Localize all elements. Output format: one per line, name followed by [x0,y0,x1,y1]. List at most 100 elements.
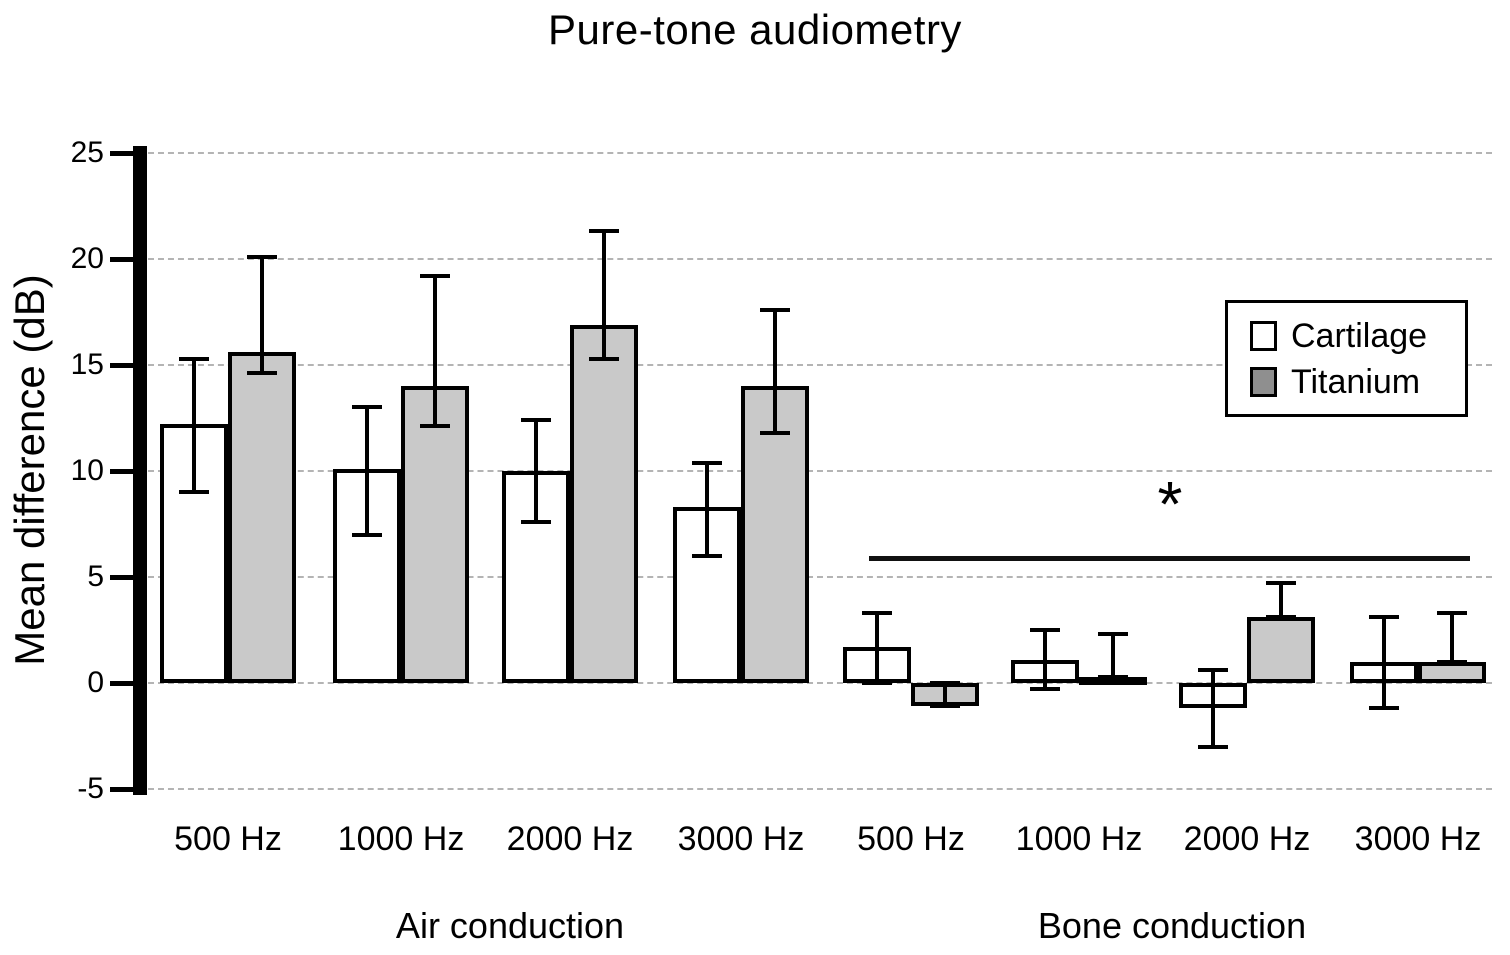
error-bar-cap-bottom [1369,706,1399,711]
error-bar-cap-top [760,307,790,312]
x-tick-label-2: 2000 Hz [506,820,634,858]
error-bar-cap-top [247,254,277,259]
y-tick-5 [110,575,133,580]
error-bar-cap-top [179,356,209,361]
error-bar-line [1450,613,1454,662]
error-bar-line [1382,617,1386,709]
x-tick-label-6: 2000 Hz [1183,820,1311,858]
error-bar-cap-bottom [1437,659,1467,664]
x-tick-label-4: 500 Hz [857,820,965,858]
y-tick-label-15: 15 [70,348,104,381]
error-bar-cap-top [1369,615,1399,620]
error-bar-line [773,309,777,433]
bar-titanium-500Hz [228,352,296,683]
y-tick-label--5: -5 [77,772,104,805]
gridline-25 [148,152,1492,154]
error-bar-cap-bottom [179,490,209,495]
y-axis-line [133,146,147,795]
chart-title: Pure-tone audiometry [548,6,962,53]
legend-swatch-cartilage [1250,320,1277,351]
error-bar-line [1043,630,1047,690]
error-bar-cap-bottom [521,519,551,524]
error-bar-line [875,613,879,683]
x-tick-label-5: 1000 Hz [1015,820,1143,858]
legend-label-cartilage: Cartilage [1291,316,1428,355]
legend-label-titanium: Titanium [1291,362,1421,401]
section-label-bone-conduction: Bone conduction [1037,905,1307,946]
error-bar-cap-top [1198,668,1228,673]
y-tick-label-25: 25 [70,136,104,169]
error-bar-cap-bottom [352,532,382,537]
error-bar-line [1111,634,1115,677]
bar-cartilage-500Hz [160,424,228,683]
y-tick-label-20: 20 [70,242,104,275]
significance-line [869,555,1470,561]
error-bar-cap-top [521,418,551,423]
error-bar-line [260,256,264,374]
y-tick--5 [110,787,133,792]
error-bar-cap-bottom [1030,687,1060,692]
error-bar-cap-top [352,405,382,410]
error-bar-cap-bottom [692,553,722,558]
y-tick-15 [110,363,133,368]
x-tick-label-0: 500 Hz [174,820,282,858]
error-bar-line [943,683,947,707]
gridline-20 [148,258,1492,260]
error-bar-line [602,231,606,359]
error-bar-cap-top [1030,628,1060,632]
error-bar-cap-top [1098,632,1128,637]
bar-titanium-2000Hz [1247,617,1315,683]
error-bar-cap-bottom [930,704,960,709]
error-bar-line [534,420,538,522]
gridline-0 [148,682,1492,684]
error-bar-cap-bottom [760,430,790,435]
legend-row-cartilage: Cartilage [1250,318,1465,354]
error-bar-cap-top [1437,611,1467,616]
legend-swatch-titanium [1250,366,1277,397]
bar-cartilage-2000Hz [502,471,570,683]
bar-titanium-3000Hz [741,386,809,683]
legend: Cartilage Titanium [1225,300,1468,417]
gridline-10 [148,470,1492,472]
error-bar-cap-bottom [420,424,450,429]
error-bar-line [365,407,369,535]
bar-titanium-1000Hz [401,386,469,683]
legend-row-titanium: Titanium [1250,364,1465,400]
bar-titanium-3000Hz [1418,661,1486,683]
error-bar-cap-bottom [1266,615,1296,620]
error-bar-cap-top [1266,581,1296,586]
gridline-5 [148,576,1492,578]
bar-titanium-1000Hz [1079,676,1147,685]
error-bar-line [192,358,196,493]
error-bar-cap-top [930,681,960,685]
x-tick-label-3: 3000 Hz [677,820,805,858]
x-tick-label-7: 3000 Hz [1354,820,1482,858]
gridline-15 [148,364,1492,366]
error-bar-cap-bottom [862,681,892,685]
error-bar-cap-bottom [1198,744,1228,749]
section-label-air-conduction: Air conduction [395,905,625,946]
bar-titanium-2000Hz [570,324,638,683]
error-bar-cap-top [420,273,450,278]
y-tick-25 [110,151,133,156]
error-bar-cap-top [692,460,722,465]
error-bar-cap-top [589,229,619,234]
error-bar-line [705,462,709,556]
error-bar-cap-bottom [1098,674,1128,679]
y-tick-label-5: 5 [87,560,104,593]
error-bar-cap-bottom [247,371,277,376]
y-tick-label-10: 10 [70,454,104,487]
y-tick-10 [110,469,133,474]
y-tick-0 [110,681,133,686]
y-tick-label-0: 0 [87,666,104,699]
gridline--5 [148,788,1492,790]
error-bar-line [1279,583,1283,618]
error-bar-line [1211,670,1215,747]
y-tick-20 [110,257,133,262]
error-bar-cap-bottom [589,356,619,361]
significance-asterisk: * [1157,468,1183,540]
error-bar-cap-top [862,611,892,616]
error-bar-line [433,275,437,427]
x-tick-label-1: 1000 Hz [337,820,465,858]
